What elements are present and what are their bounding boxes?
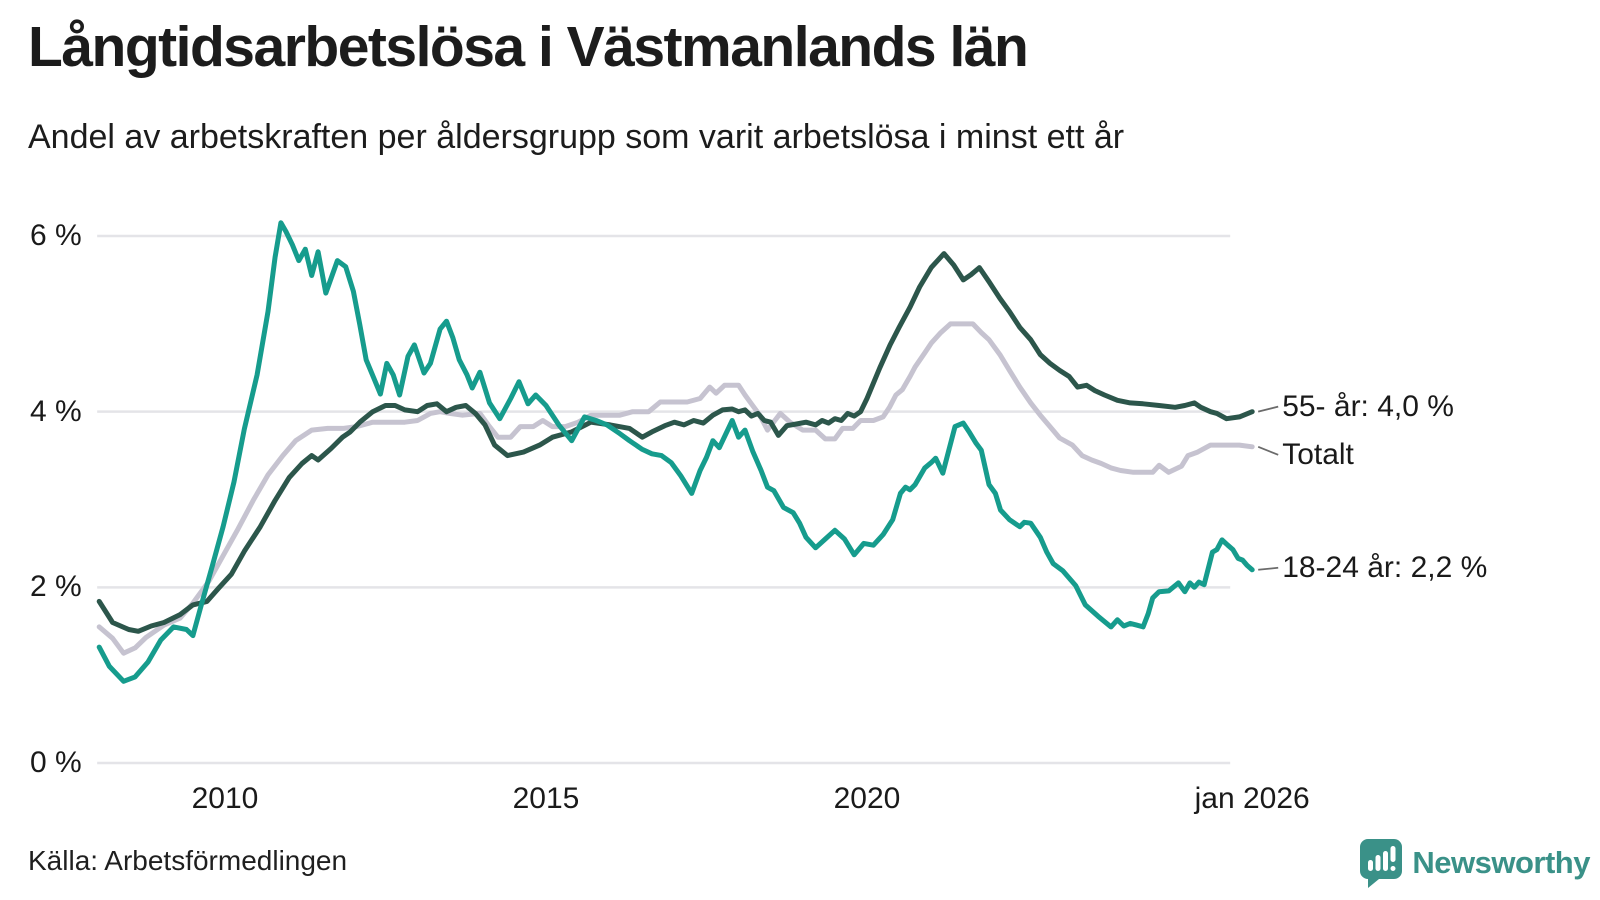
newsworthy-wordmark: Newsworthy	[1412, 845, 1590, 880]
series-end-label-55-r: 55- år: 4,0 %	[1282, 389, 1454, 423]
x-axis-tick-2010: 2010	[191, 782, 259, 815]
chart-subtitle: Andel av arbetskraften per åldersgrupp s…	[28, 118, 1125, 156]
x-axis-tick-jan-2026: jan 2026	[1194, 782, 1310, 815]
y-axis-tick-2: 2 %	[30, 570, 82, 604]
y-axis-tick-6: 6 %	[30, 219, 82, 253]
page-title: Långtidsarbetslösa i Västmanlands län	[28, 15, 1029, 79]
label-connector-55-r	[1257, 405, 1279, 413]
y-axis-tick-4: 4 %	[30, 394, 82, 428]
series-line-Totalt	[96, 321, 1255, 656]
y-axis-tick-0: 0 %	[30, 746, 82, 779]
x-axis-tick-2015: 2015	[512, 782, 580, 815]
label-connector-Totalt	[1257, 445, 1279, 456]
source-note: Källa: Arbetsförmedlingen	[28, 845, 348, 876]
series-line-18-24-r	[96, 220, 1255, 684]
series-line-55-r	[96, 251, 1255, 634]
label-connector-18-24-r	[1258, 566, 1279, 571]
x-axis-tick-2020: 2020	[833, 782, 901, 815]
series-end-label-Totalt: Totalt	[1282, 437, 1354, 471]
newsworthy-logo: Newsworthy	[1359, 838, 1590, 888]
newsworthy-icon	[1360, 839, 1403, 888]
series-end-label-18-24-r: 18-24 år: 2,2 %	[1282, 550, 1488, 584]
